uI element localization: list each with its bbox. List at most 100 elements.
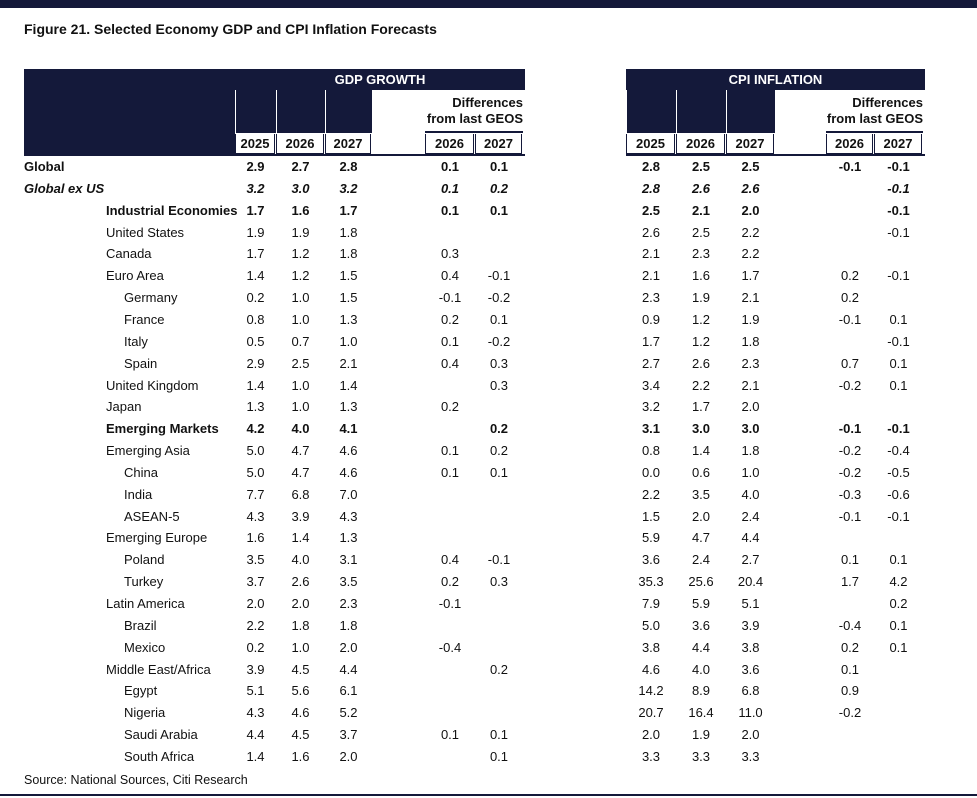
year-header: 2026 [276, 134, 324, 154]
row-header-block [24, 69, 235, 155]
cell: 5.2 [339, 705, 358, 721]
row-label: Turkey [124, 574, 164, 590]
cell: 2.6 [641, 224, 661, 240]
row-label: Middle East/Africa [106, 661, 211, 677]
cell: 2.0 [339, 748, 358, 764]
header-rule [24, 154, 235, 156]
cell: 4.6 [641, 661, 661, 677]
cell: 0.6 [691, 464, 711, 480]
group-title: CPI INFLATION [626, 69, 925, 90]
cell: 3.0 [741, 421, 760, 437]
cell: 4.2 [246, 421, 265, 437]
cell: 1.3 [339, 399, 358, 415]
cell: 0.1 [489, 727, 509, 743]
cell: 1.7 [246, 246, 265, 262]
cell: 0.1 [889, 355, 908, 371]
cell: 1.4 [246, 268, 265, 284]
cell: 2.1 [339, 355, 358, 371]
cell: 2.9 [246, 355, 265, 371]
cell: 2.5 [741, 159, 760, 174]
cell: 4.1 [339, 421, 358, 437]
cell: 0.2 [489, 180, 509, 196]
cell: 0.3 [489, 377, 509, 393]
cell: 2.7 [641, 355, 661, 371]
cell: 4.5 [291, 727, 310, 743]
cell: 2.1 [691, 202, 711, 218]
cell: -0.5 [887, 464, 910, 480]
cell: 0.1 [489, 202, 509, 218]
cell: 1.0 [291, 377, 310, 393]
cell: 0.1 [489, 311, 509, 327]
cell: 0.1 [489, 159, 509, 174]
cell: 1.6 [246, 530, 265, 546]
cell: 0.1 [840, 552, 860, 568]
cell: 2.0 [641, 727, 661, 743]
diff-underline [826, 131, 923, 133]
cell: 4.4 [246, 727, 265, 743]
cell: 1.4 [691, 443, 711, 459]
cell: 1.8 [741, 443, 760, 459]
cell: 2.7 [291, 159, 310, 174]
cell: 1.7 [741, 268, 760, 284]
cell: 0.2 [840, 268, 860, 284]
cell: -0.1 [838, 159, 862, 174]
diff-year-header: 2026 [826, 134, 873, 154]
cell: 2.8 [641, 180, 661, 196]
cell: 0.3 [440, 246, 460, 262]
cell: -0.4 [838, 617, 862, 633]
cell: 0.1 [889, 617, 908, 633]
cell: 0.5 [246, 333, 265, 349]
cell: 6.8 [741, 683, 760, 699]
row-label: United States [106, 224, 185, 240]
cell: 1.7 [246, 202, 265, 218]
cell: 4.4 [339, 661, 358, 677]
row-label: Emerging Europe [106, 530, 208, 546]
year-header-block [726, 90, 775, 133]
cell: 2.8 [641, 159, 661, 174]
bottom-rule [0, 794, 977, 796]
cell: -0.1 [487, 268, 511, 284]
cell: 5.0 [641, 617, 661, 633]
year-header-block [276, 90, 325, 133]
cell: 0.2 [440, 311, 460, 327]
row-label: Germany [124, 290, 178, 306]
cell: -0.4 [887, 443, 910, 459]
row-label: South Africa [124, 748, 195, 764]
cell: 2.6 [691, 355, 711, 371]
year-header-block [325, 90, 372, 133]
cell: 3.8 [741, 639, 760, 655]
diff-year-header: 2026 [425, 134, 474, 154]
cell: 1.2 [291, 268, 310, 284]
row-label: France [124, 311, 165, 327]
cell: 16.4 [688, 705, 714, 721]
header-rule [235, 154, 525, 156]
cell: 1.2 [691, 311, 711, 327]
cell: 0.1 [440, 464, 460, 480]
diff-underline [425, 131, 523, 133]
cell: 4.2 [889, 574, 908, 590]
cell: 1.5 [339, 268, 358, 284]
cell: 1.9 [691, 727, 711, 743]
cell: 3.9 [246, 661, 265, 677]
cell: 0.7 [291, 333, 310, 349]
cell: 0.3 [489, 574, 509, 590]
cell: 3.2 [339, 180, 358, 196]
cell: 0.4 [440, 355, 460, 371]
cell: 1.8 [339, 224, 358, 240]
cell: 0.2 [440, 399, 460, 415]
cell: 2.1 [741, 377, 760, 393]
cell: 0.2 [489, 661, 509, 677]
cell: -0.1 [887, 421, 910, 437]
row-label: Nigeria [124, 705, 166, 721]
diff-title: Differences from last GEOS [426, 95, 523, 126]
cell: 11.0 [738, 705, 763, 721]
cell: 1.0 [291, 290, 310, 306]
cell: 5.9 [691, 596, 711, 611]
row-label: Industrial Economies [106, 202, 238, 218]
cell: 4.6 [339, 464, 358, 480]
cell: 1.9 [291, 224, 310, 240]
cell: -0.1 [838, 311, 862, 327]
cell: -0.1 [838, 421, 862, 437]
cell: 1.7 [691, 399, 711, 415]
